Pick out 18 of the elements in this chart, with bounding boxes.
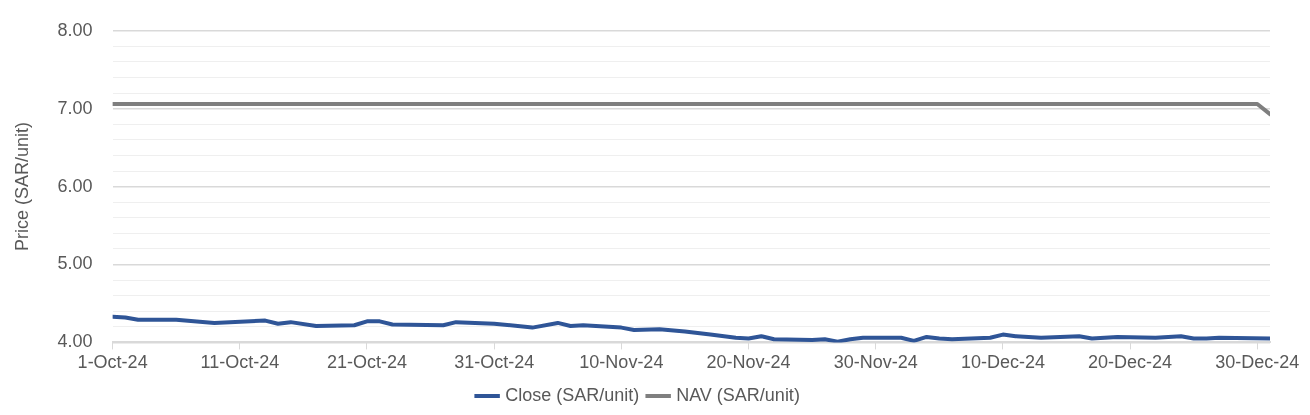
x-tick-label: 20-Dec-24 — [1088, 352, 1173, 373]
x-tick-label: 21-Oct-24 — [326, 352, 408, 373]
x-tick-label: 30-Dec-24 — [1215, 352, 1300, 373]
y-tick-label: 7.00 — [57, 97, 93, 118]
x-tick-label: 10-Nov-24 — [579, 352, 664, 373]
y-tick-label: 6.00 — [57, 175, 93, 196]
y-tick-label: 5.00 — [57, 253, 93, 274]
x-tick-label: 20-Nov-24 — [706, 352, 791, 373]
y-tick-label: 4.00 — [57, 331, 93, 352]
x-tick-label: 31-Oct-24 — [454, 352, 535, 373]
x-tick-label: 30-Nov-24 — [833, 352, 918, 373]
y-tick-label: 8.00 — [57, 19, 93, 40]
x-tick-label: 10-Dec-24 — [960, 352, 1045, 373]
x-tick-label: 1-Oct-24 — [77, 352, 148, 373]
legend-label: NAV (SAR/unit) — [676, 384, 800, 405]
y-axis-title: Price (SAR/unit) — [11, 122, 32, 252]
x-tick-label: 11-Oct-24 — [200, 352, 280, 373]
legend-label: Close (SAR/unit) — [505, 384, 640, 405]
